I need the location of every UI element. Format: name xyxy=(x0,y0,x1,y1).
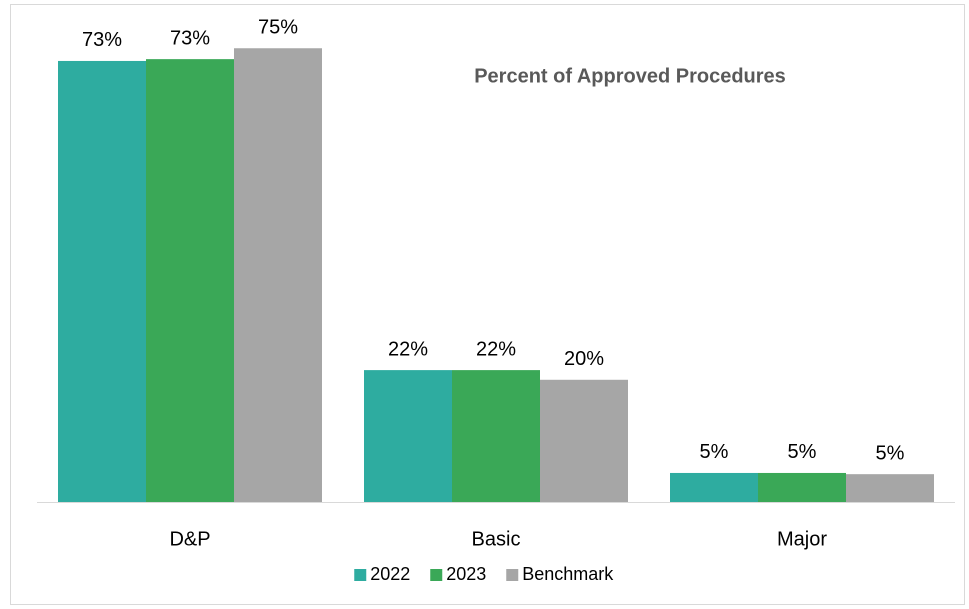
bar xyxy=(364,370,452,502)
x-tick-label: D&P xyxy=(169,528,210,550)
data-label: 5% xyxy=(788,441,817,463)
legend-swatch xyxy=(506,569,519,581)
data-label: 20% xyxy=(564,348,604,370)
bar xyxy=(540,379,628,502)
data-label: 5% xyxy=(700,441,729,463)
x-tick-label: Basic xyxy=(472,528,521,550)
data-label: 5% xyxy=(876,442,905,464)
data-label: 75% xyxy=(258,17,298,39)
data-label: 73% xyxy=(170,27,210,49)
data-label: 22% xyxy=(388,338,428,360)
bar xyxy=(758,472,846,502)
data-label: 22% xyxy=(476,338,516,360)
bar xyxy=(234,48,322,502)
legend-label: 2022 xyxy=(370,564,410,584)
bar xyxy=(670,472,758,502)
legend-swatch xyxy=(430,569,443,581)
bar xyxy=(452,370,540,502)
bar xyxy=(846,474,934,502)
bar xyxy=(146,59,234,502)
legend-swatch xyxy=(354,569,367,581)
bar xyxy=(58,60,146,503)
legend-label: Benchmark xyxy=(522,564,614,584)
legend-label: 2023 xyxy=(446,564,486,584)
data-label: 73% xyxy=(82,29,122,51)
x-tick-label: Major xyxy=(777,528,827,550)
chart-title: Percent of Approved Procedures xyxy=(474,65,786,87)
